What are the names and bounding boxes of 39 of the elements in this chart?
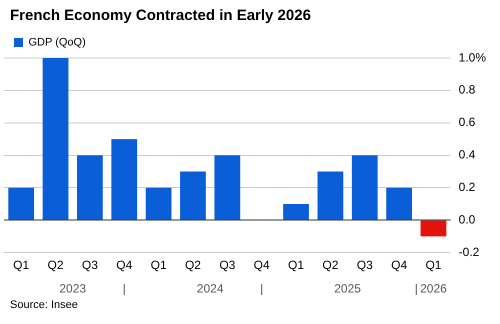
bar — [42, 58, 68, 220]
x-tick-label: Q1 — [13, 258, 30, 272]
y-tick-label: 0.0 — [458, 212, 476, 226]
bar — [180, 172, 206, 220]
x-tick-label: Q4 — [254, 258, 270, 272]
text: 2026 — [420, 281, 448, 296]
x-tick-label: Q3 — [219, 258, 236, 272]
x-tick-label: Q1 — [425, 258, 442, 272]
y-tick-label: -0.2 — [458, 244, 480, 259]
y-tick-label: 0.6 — [458, 115, 476, 130]
bar — [352, 155, 378, 220]
bar — [386, 188, 412, 220]
y-tick-label: 0.8 — [458, 82, 476, 97]
x-tick-label: Q3 — [82, 258, 98, 272]
y-tick-label: 1.0% — [458, 50, 486, 64]
bar — [318, 172, 344, 220]
bar — [214, 155, 240, 220]
bar — [8, 188, 34, 220]
source-note: Source: Insee — [9, 298, 79, 311]
bar — [111, 139, 138, 220]
legend-label: GDP (QoQ) — [28, 36, 86, 49]
y-tick-label: 0.2 — [458, 180, 476, 194]
x-tick-label: Q1 — [150, 258, 167, 272]
x-tick-label: Q3 — [356, 258, 374, 272]
bar — [77, 155, 103, 220]
bar — [420, 220, 446, 236]
x-tick-label: Q4 — [391, 258, 408, 272]
text: 2025 — [334, 281, 362, 296]
x-tick-label: Q4 — [116, 258, 133, 272]
bar — [146, 188, 172, 220]
text: 2024 — [196, 281, 224, 296]
x-tick-label: Q1 — [288, 258, 304, 272]
y-tick-label: 0.4 — [458, 148, 476, 162]
x-tick-label: Q2 — [184, 258, 202, 272]
text: 2023 — [59, 281, 86, 296]
chart-title: French Economy Contracted in Early 2026 — [9, 6, 312, 26]
x-tick-label: Q2 — [322, 258, 339, 272]
x-tick-label: Q2 — [48, 258, 64, 272]
bar — [283, 204, 309, 220]
